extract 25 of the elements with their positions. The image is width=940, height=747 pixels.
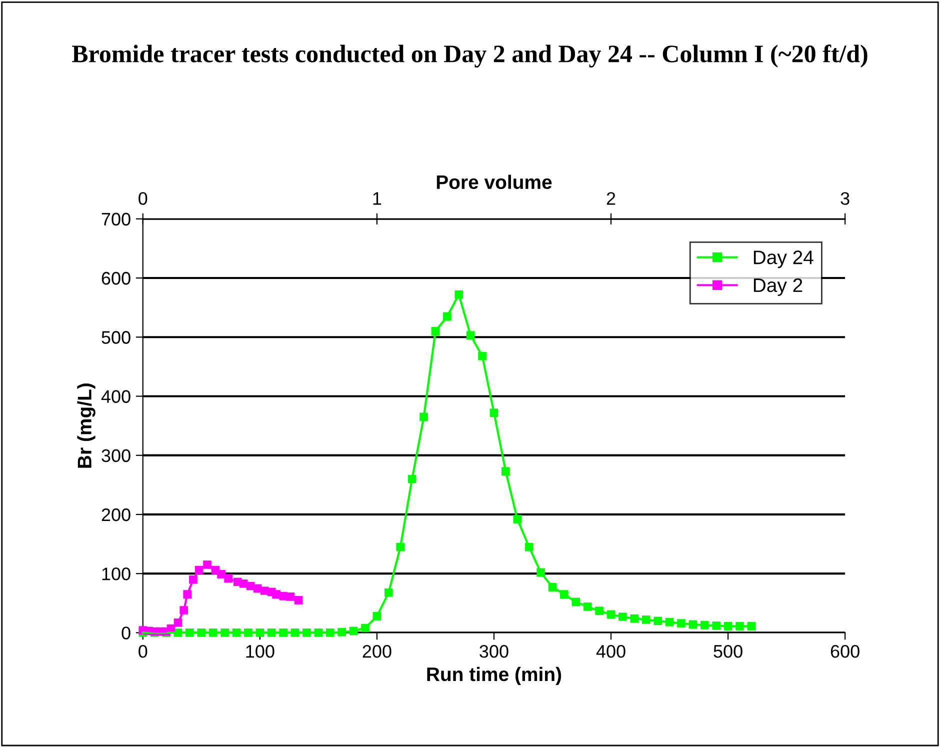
y-tick-label: 200	[102, 508, 130, 522]
x2-tick-label: 0	[138, 192, 148, 205]
chart-title: Bromide tracer tests conducted on Day 2 and Day 24 -- Column I (~20 ft/d)	[72, 44, 868, 68]
x-axis-title: Run time (min)	[427, 666, 562, 686]
legend-label: Day 24	[754, 250, 814, 268]
y-tick-label: 100	[102, 568, 130, 580]
x-tick-label: 400	[596, 644, 626, 658]
x-tick-label: 600	[830, 644, 860, 658]
x-tick-label: 100	[246, 644, 274, 658]
x2-tick-label: 3	[840, 192, 850, 205]
x-tick-label: 200	[362, 644, 392, 658]
y-tick-label: 600	[102, 272, 130, 285]
x-tick-label: 0	[138, 644, 148, 658]
x2-tick-label: 2	[606, 192, 616, 205]
x-tick-label: 500	[714, 644, 742, 658]
x2-axis-title: Pore volume	[436, 174, 552, 190]
x-tick-label: 300	[480, 644, 508, 658]
y-tick-label: 300	[102, 449, 130, 462]
x2-tick-label: 1	[373, 192, 382, 205]
y-axis-title: Br (mg/L)	[77, 384, 96, 468]
y-tick-label: 0	[122, 626, 130, 640]
y-tick-label: 400	[101, 390, 130, 403]
legend-label: Day 2	[754, 278, 802, 296]
y-tick-label: 500	[102, 331, 130, 344]
y-tick-label: 700	[102, 212, 130, 226]
